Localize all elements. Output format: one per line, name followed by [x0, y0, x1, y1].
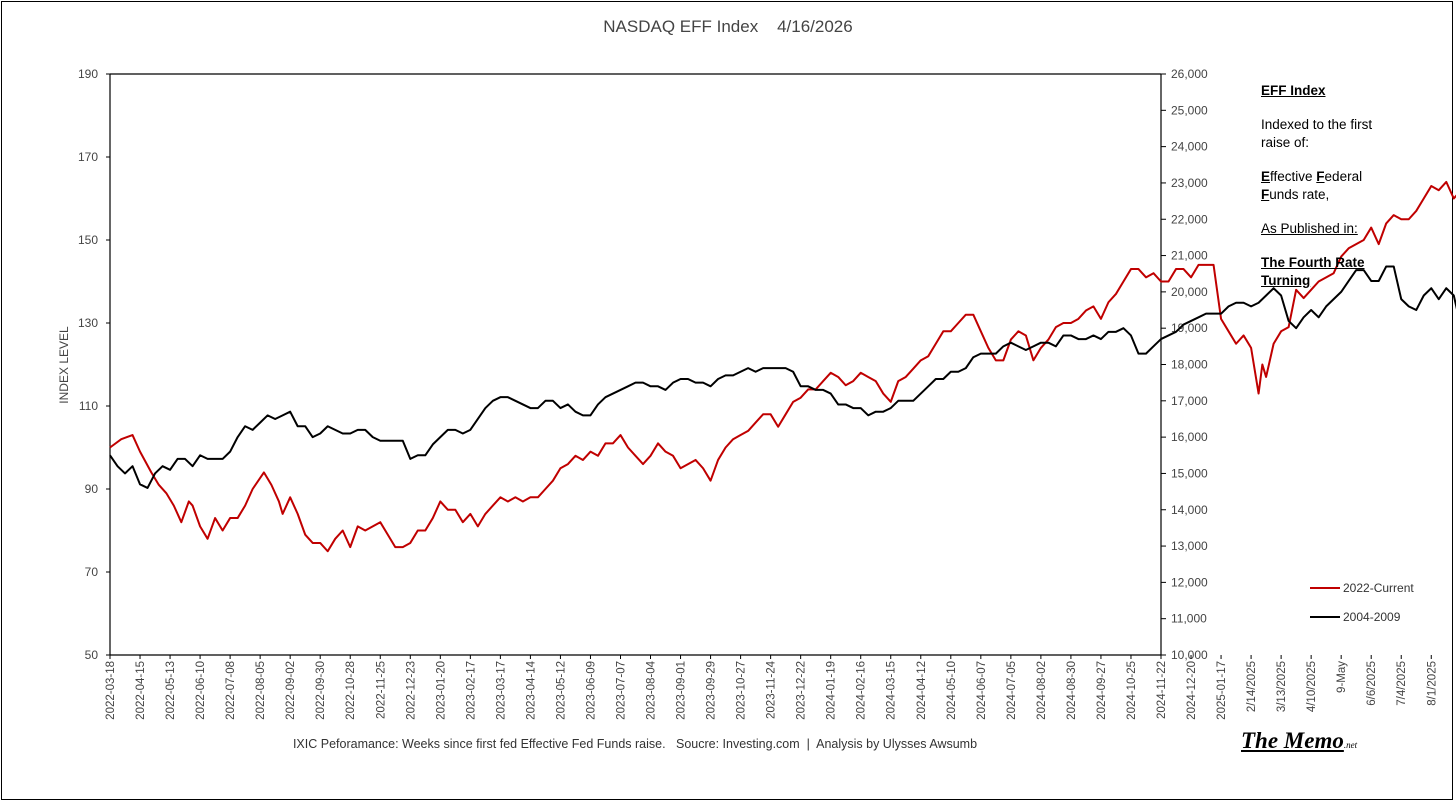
info-panel: EFF Index Indexed to the first raise of: …	[1261, 82, 1441, 290]
x-tick-label: 2022-03-18	[105, 661, 117, 720]
series-line-historic	[109, 265, 1456, 489]
right-tick-label: 17,000	[1171, 394, 1208, 408]
x-tick-label: 2024-04-12	[916, 661, 928, 720]
x-tick-label: 2023-04-14	[525, 660, 537, 719]
right-tick-label: 19,000	[1171, 321, 1208, 335]
right-tick-label: 21,000	[1171, 249, 1208, 263]
chart-title: NASDAQ EFF Index 4/16/2026	[603, 17, 852, 36]
x-tick-label: 2022-12-23	[405, 661, 417, 720]
x-tick-label: 9-May	[1336, 661, 1348, 693]
series-line-current	[109, 180, 1456, 553]
x-tick-label: 2022-09-02	[285, 661, 297, 720]
panel-indexed: Indexed to the first raise of:	[1261, 116, 1441, 152]
left-tick-label: 190	[78, 67, 98, 81]
left-tick-label: 110	[79, 399, 98, 413]
panel-book: The Fourth Rate Turning	[1261, 254, 1441, 290]
right-tick-label: 15,000	[1171, 466, 1208, 480]
x-tick-label: 2023-03-17	[495, 661, 507, 720]
x-tick-label: 8/1/2025	[1426, 661, 1438, 706]
x-tick-label: 2025-01-17	[1216, 661, 1228, 720]
panel-line2: raise of:	[1261, 135, 1310, 150]
x-tick-label: 4/10/2025	[1306, 661, 1318, 712]
right-tick-label: 20,000	[1171, 285, 1208, 299]
x-tick-label: 2022-04-15	[135, 661, 147, 720]
left-tick-label: 130	[78, 316, 98, 330]
legend-label: 2004-2009	[1343, 610, 1401, 624]
right-tick-label: 14,000	[1171, 503, 1208, 517]
published-label: As Published in:	[1261, 221, 1358, 236]
left-tick-label: 170	[78, 150, 98, 164]
eff-e: E	[1261, 169, 1271, 184]
x-tick-label: 2022-09-30	[315, 661, 327, 720]
x-tick-label: 2024-10-25	[1126, 661, 1138, 720]
x-tick-label: 2023-10-27	[736, 661, 748, 720]
x-tick-label: 2024-06-07	[976, 661, 988, 720]
x-tick-label: 2/14/2025	[1246, 661, 1258, 712]
left-tick-label: 70	[85, 565, 99, 579]
x-tick-label: 2024-09-27	[1096, 661, 1108, 720]
footnote: IXIC Peforamance: Weeks since first fed …	[293, 737, 977, 751]
legend-label: 2022-Current	[1343, 581, 1414, 595]
logo-suffix: .net	[1343, 740, 1358, 750]
right-tick-label: 13,000	[1171, 539, 1208, 553]
funds-f: F	[1261, 187, 1270, 202]
x-tick-label: 2022-06-10	[195, 661, 207, 720]
x-tick-label: 2022-10-28	[345, 661, 357, 720]
panel-published: As Published in:	[1261, 220, 1441, 238]
x-tick-label: 7/4/2025	[1396, 661, 1408, 706]
x-tick-label: 2022-07-08	[225, 661, 237, 720]
x-tick-label: 2024-05-10	[946, 661, 958, 720]
x-tick-label: 2024-02-16	[856, 661, 868, 720]
right-tick-label: 26,000	[1171, 67, 1208, 81]
x-tick-label: 2023-06-09	[585, 661, 597, 720]
x-tick-label: 2023-05-12	[555, 661, 567, 720]
logo-main: The Memo	[1241, 728, 1344, 753]
x-tick-label: 2024-01-19	[826, 661, 838, 720]
book-line1: The Fourth Rate	[1261, 255, 1365, 270]
book-line2: Turning	[1261, 273, 1311, 288]
x-tick-label: 2022-05-13	[165, 661, 177, 720]
x-tick-label: 2023-02-17	[465, 661, 477, 720]
right-tick-label: 24,000	[1171, 140, 1208, 154]
eff-rest2: ederal	[1324, 169, 1363, 184]
left-tick-label: 50	[85, 648, 99, 662]
x-tick-label: 2024-07-05	[1006, 661, 1018, 720]
x-tick-label: 2024-03-15	[886, 661, 898, 720]
right-tick-label: 25,000	[1171, 103, 1208, 117]
x-tick-label: 6/6/2025	[1366, 661, 1378, 706]
eff-rest1: ffective	[1270, 169, 1317, 184]
x-tick-label: 2022-08-05	[255, 661, 267, 720]
x-tick-label: 2023-12-22	[796, 661, 808, 720]
left-tick-label: 150	[78, 233, 98, 247]
right-tick-label: 23,000	[1171, 176, 1208, 190]
the-memo-logo: The Memo.net	[1241, 728, 1357, 754]
x-tick-label: 2023-08-04	[646, 660, 658, 719]
x-tick-label: 2023-01-20	[435, 661, 447, 720]
x-tick-label: 2024-11-22	[1156, 661, 1168, 719]
right-tick-label: 18,000	[1171, 358, 1208, 372]
panel-heading: EFF Index	[1261, 83, 1326, 98]
y-axis-label: INDEX LEVEL	[57, 326, 71, 404]
left-tick-label: 90	[85, 482, 99, 496]
x-tick-label: 2023-11-24	[766, 660, 778, 719]
panel-line1: Indexed to the first	[1261, 117, 1373, 132]
x-tick-label: 2024-08-02	[1036, 661, 1048, 720]
x-tick-label: 2024-12-20	[1186, 661, 1198, 720]
right-tick-label: 16,000	[1171, 430, 1208, 444]
funds-rest: unds rate,	[1269, 187, 1330, 202]
x-tick-label: 2023-07-07	[615, 661, 627, 720]
x-tick-label: 2024-08-30	[1066, 661, 1078, 720]
x-tick-label: 2023-09-01	[676, 661, 688, 720]
panel-eff: Effective Federal Funds rate,	[1261, 168, 1441, 204]
right-tick-label: 11,000	[1171, 612, 1207, 626]
x-tick-label: 3/13/2025	[1276, 661, 1288, 712]
x-tick-label: 2022-11-25	[375, 661, 387, 719]
right-tick-label: 22,000	[1171, 212, 1208, 226]
right-tick-label: 12,000	[1171, 575, 1208, 589]
right-tick-label: 10,000	[1171, 648, 1208, 662]
eff-f: F	[1316, 169, 1325, 184]
x-tick-label: 2023-09-29	[706, 661, 718, 720]
